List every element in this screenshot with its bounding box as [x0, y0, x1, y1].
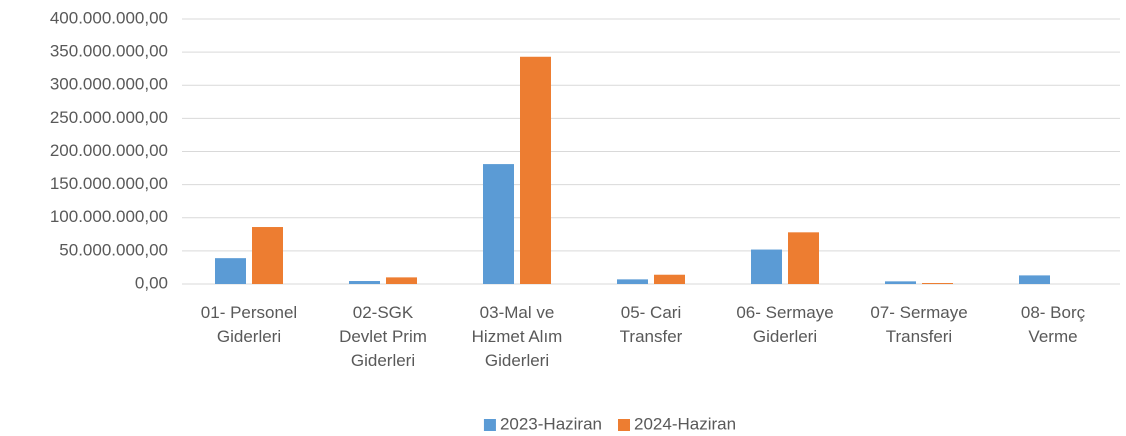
legend-label: 2024-Haziran: [634, 414, 736, 433]
y-tick-label: 150.000.000,00: [50, 174, 168, 193]
bar: [1019, 275, 1050, 284]
bar: [885, 281, 916, 284]
bar: [483, 164, 514, 284]
bar: [215, 258, 246, 284]
x-tick-label: 05- Cari Transfer: [619, 303, 683, 346]
y-tick-label: 0,00: [135, 273, 168, 292]
y-tick-label: 100.000.000,00: [50, 207, 168, 226]
y-tick-label: 350.000.000,00: [50, 42, 168, 61]
bar: [922, 283, 953, 284]
bar: [386, 277, 417, 284]
y-tick-label: 400.000.000,00: [50, 8, 168, 27]
bar: [349, 281, 380, 284]
x-tick-label: 07- Sermaye Transferi: [870, 303, 968, 346]
y-tick-label: 250.000.000,00: [50, 108, 168, 127]
bar: [654, 274, 685, 284]
legend-swatch: [618, 419, 630, 431]
bar: [520, 56, 551, 285]
x-tick-label: 01- Personel Giderleri: [200, 303, 298, 346]
legend-swatch: [483, 419, 496, 431]
x-tick-label: 02-SGK Devlet Prim Giderleri: [339, 303, 427, 370]
bar: [788, 232, 819, 284]
x-tick-label: 03-Mal ve Hizmet Alım Giderleri: [471, 303, 563, 370]
x-tick-label: 06- Sermaye Giderleri: [736, 303, 834, 346]
legend-label: 2023-Haziran: [500, 414, 602, 433]
y-tick-label: 50.000.000,00: [59, 240, 168, 259]
y-tick-label: 200.000.000,00: [50, 141, 168, 160]
x-tick-label: 08- Borç Verme: [1020, 303, 1086, 346]
y-tick-label: 300.000.000,00: [50, 75, 168, 94]
bar: [751, 249, 782, 284]
bar: [617, 279, 648, 284]
bar: [252, 227, 283, 284]
